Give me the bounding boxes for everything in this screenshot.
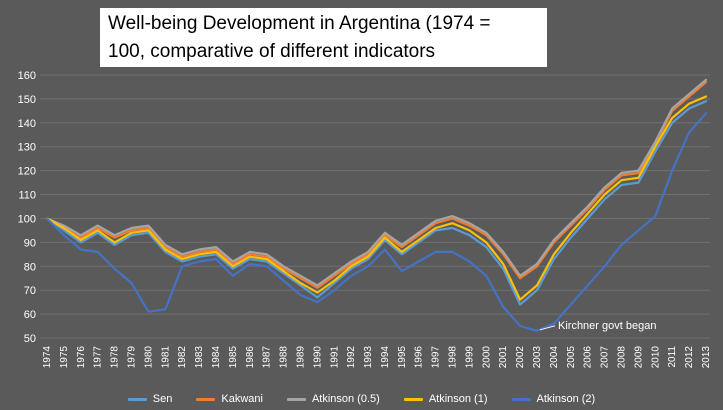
x-axis-tick-label: 1994 [380,346,391,369]
x-axis-tick-label: 2009 [633,346,644,369]
x-axis-tick-label: 1996 [414,346,425,369]
x-axis-tick-label: 2011 [667,346,678,368]
legend-item-sen: Sen [127,393,173,405]
y-axis-tick-label: 60 [24,309,36,321]
y-axis-tick-label: 100 [18,214,36,226]
legend-label: Sen [152,393,173,405]
x-axis-tick-label: 1982 [177,346,188,369]
x-axis-tick-label: 1980 [143,346,154,369]
x-axis-tick-label: 1991 [329,346,340,369]
y-axis-tick-label: 150 [18,94,36,106]
x-axis-tick-label: 2013 [701,346,712,369]
annotation-callout-line [539,325,556,331]
y-axis-tick-label: 130 [18,142,36,154]
legend-swatch [196,397,216,401]
y-axis-tick-label: 160 [18,70,36,82]
x-axis-tick-label: 1999 [464,346,475,369]
x-axis-tick-label: 2000 [481,346,492,369]
y-axis-tick-label: 50 [24,333,36,345]
x-axis-tick-label: 2001 [498,346,509,369]
x-axis-tick-label: 1981 [160,346,171,369]
series-line-kakwani [45,81,708,289]
x-axis-tick-label: 2005 [566,346,577,369]
legend-label: Kakwani [221,393,263,405]
series-line-atkinson-1 [45,95,708,301]
y-axis-tick-label: 90 [24,237,36,249]
x-axis-tick-label: 1985 [228,346,239,369]
x-axis-tick-label: 2002 [515,346,526,369]
legend-swatch [403,397,423,401]
y-axis-tick-label: 70 [24,285,36,297]
x-axis-tick-label: 1974 [42,346,53,369]
legend-label: Atkinson (0.5) [311,393,380,405]
x-axis-tick-label: 1984 [211,346,222,369]
x-axis-tick-label: 2010 [650,346,661,369]
x-axis-tick-label: 1989 [296,346,307,369]
x-axis-tick-label: 1987 [262,346,273,369]
x-axis-tick-label: 1979 [127,346,138,369]
x-axis-tick-label: 2003 [532,346,543,369]
x-axis-tick-label: 1995 [397,346,408,369]
x-axis-tick-label: 1975 [59,346,70,369]
chart-title: Well-being Development in Argentina (197… [100,8,547,68]
y-axis-tick-label: 80 [24,261,36,273]
x-axis-tick-label: 1990 [312,346,323,369]
series-line-atkinson-0-5 [45,78,708,287]
series-line-sen [45,100,708,306]
x-axis-tick-label: 1986 [245,346,256,369]
y-axis-tick-label: 110 [18,190,36,202]
chart-legend: Sen Kakwani Atkinson (0.5) Atkinson (1) Atki… [0,393,723,405]
x-axis-tick-label: 1998 [448,346,459,369]
legend-label: Atkinson (2) [536,393,596,405]
x-axis-tick-label: 2012 [684,346,695,369]
x-axis-tick-label: 1993 [363,346,374,369]
legend-item-atkinson-2: Atkinson (2) [511,393,596,405]
legend-item-atkinson-1: Atkinson (1) [403,393,488,405]
x-axis-tick-label: 1997 [431,346,442,369]
legend-item-kakwani: Kakwani [196,393,263,405]
legend-swatch [286,397,306,401]
y-axis-tick-label: 140 [18,118,36,130]
x-axis-tick-label: 2006 [583,346,594,369]
y-axis-tick-label: 120 [18,166,36,178]
x-axis-tick-label: 1992 [346,346,357,369]
x-axis-tick-label: 2004 [549,346,560,369]
annotation-text: Kirchner govt began [558,320,656,332]
series-line-atkinson-2 [45,112,708,332]
legend-label: Atkinson (1) [428,393,488,405]
x-axis-tick-label: 2008 [617,346,628,369]
legend-swatch [127,397,147,401]
legend-item-atkinson-0-5: Atkinson (0.5) [286,393,380,405]
x-axis-tick-label: 1976 [76,346,87,369]
x-axis-tick-label: 2007 [600,346,611,369]
x-axis-tick-label: 1977 [93,346,104,369]
x-axis-tick-label: 1983 [194,346,205,369]
x-axis-tick-label: 1978 [110,346,121,369]
legend-swatch [511,397,531,401]
x-axis-tick-label: 1988 [279,346,290,369]
